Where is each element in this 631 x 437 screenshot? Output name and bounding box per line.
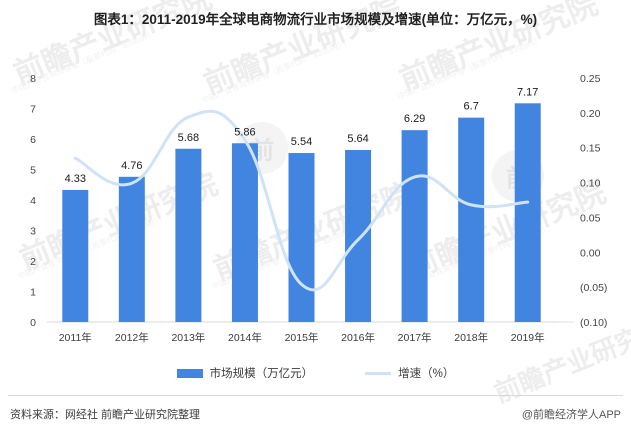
bar-value-label: 5.64 xyxy=(347,133,368,145)
bar[interactable] xyxy=(62,189,89,322)
bar-value-label: 5.68 xyxy=(178,132,199,144)
y-right-tick-label: 0.20 xyxy=(580,108,601,120)
y-left-tick-label: 8 xyxy=(30,73,36,85)
footer: 资料来源：网经社 前瞻产业研究院整理 @前瞻经济学人APP xyxy=(0,396,631,437)
x-axis-labels: 2011年 2012年 2013年 2014年 2015年 2016年 2017年 2018年… xyxy=(59,331,545,344)
chart-legend: 市场规模（万亿元） 增速（%） xyxy=(0,356,631,390)
y-axis-left: 0 1 2 3 4 5 6 7 8 xyxy=(30,73,36,329)
bar-value-label: 6.29 xyxy=(404,113,425,125)
bar-value-label: 5.86 xyxy=(234,126,255,138)
bar-series xyxy=(62,103,541,323)
x-axis-tick-label: 2013年 xyxy=(171,331,205,344)
growth-rate-line[interactable] xyxy=(73,109,530,292)
bar-value-label: 4.76 xyxy=(121,160,142,172)
combo-chart: 0 1 2 3 4 5 6 7 8 0.25 0.20 0.15 0.10 0.05 0.00 (0.05)… xyxy=(30,73,607,344)
y-left-tick-label: 4 xyxy=(30,195,36,207)
legend-label-market-size: 市场规模（万亿元） xyxy=(209,368,314,380)
y-right-tick-label: 0.25 xyxy=(580,73,601,85)
brand-text: @前瞻经济学人APP xyxy=(521,409,621,421)
bar[interactable] xyxy=(345,149,372,322)
y-left-tick-label: 3 xyxy=(30,226,36,238)
y-right-tick-label: 0.05 xyxy=(580,212,601,224)
legend-item-market-size[interactable]: 市场规模（万亿元） xyxy=(176,365,314,381)
legend-label-growth-rate: 增速（%） xyxy=(398,368,455,380)
legend-line-swatch-icon xyxy=(365,371,392,375)
y-right-tick-label: 0.00 xyxy=(580,247,601,259)
x-axis-tick-label: 2011年 xyxy=(59,331,92,344)
bar[interactable] xyxy=(231,143,258,322)
y-right-tick-label: (0.05) xyxy=(580,282,607,294)
chart-title-bar: 图表1：2011-2019年全球电商物流行业市场规模及增速(单位：万亿元，%) xyxy=(0,0,631,36)
bar-value-label: 5.54 xyxy=(291,136,312,148)
line-series xyxy=(73,109,530,292)
bar[interactable] xyxy=(118,176,145,322)
x-axis-tick-label: 2019年 xyxy=(511,331,545,344)
bar-value-label: 6.7 xyxy=(464,101,479,113)
legend-bar-swatch-icon xyxy=(176,368,203,378)
y-axis-right: 0.25 0.20 0.15 0.10 0.05 0.00 (0.05) (0.10) xyxy=(580,73,607,329)
x-axis-tick-label: 2012年 xyxy=(115,331,149,344)
bar[interactable] xyxy=(514,103,541,322)
bar[interactable] xyxy=(288,153,315,322)
bar-value-label: 7.17 xyxy=(517,86,538,98)
page-title: 图表1：2011-2019年全球电商物流行业市场规模及增速(单位：万亿元，%) xyxy=(93,12,538,27)
y-right-tick-label: (0.10) xyxy=(580,317,607,329)
y-left-tick-label: 6 xyxy=(30,134,36,146)
y-left-tick-label: 0 xyxy=(30,317,36,329)
y-left-tick-label: 2 xyxy=(30,256,36,268)
bar[interactable] xyxy=(175,148,202,322)
x-axis-tick-label: 2016年 xyxy=(341,331,375,344)
source-text: 资料来源：网经社 前瞻产业研究院整理 xyxy=(10,409,201,421)
y-right-tick-label: 0.10 xyxy=(580,178,601,190)
x-axis-tick-label: 2018年 xyxy=(454,331,488,344)
bar-value-label: 4.33 xyxy=(65,173,86,185)
x-axis-tick-label: 2014年 xyxy=(228,331,262,344)
y-left-tick-label: 7 xyxy=(30,104,36,116)
bar[interactable] xyxy=(458,117,485,323)
y-left-tick-label: 1 xyxy=(30,287,36,299)
chart-canvas: 0 1 2 3 4 5 6 7 8 0.25 0.20 0.15 0.10 0.05 0.00 (0.05)… xyxy=(0,36,631,356)
x-axis-tick-label: 2015年 xyxy=(285,331,319,344)
bar[interactable] xyxy=(401,130,428,322)
y-right-tick-label: 0.15 xyxy=(580,143,601,155)
y-left-tick-label: 5 xyxy=(30,165,36,177)
footer-divider xyxy=(8,395,623,396)
legend-item-growth-rate[interactable]: 增速（%） xyxy=(365,365,454,381)
x-axis-tick-label: 2017年 xyxy=(398,331,432,344)
